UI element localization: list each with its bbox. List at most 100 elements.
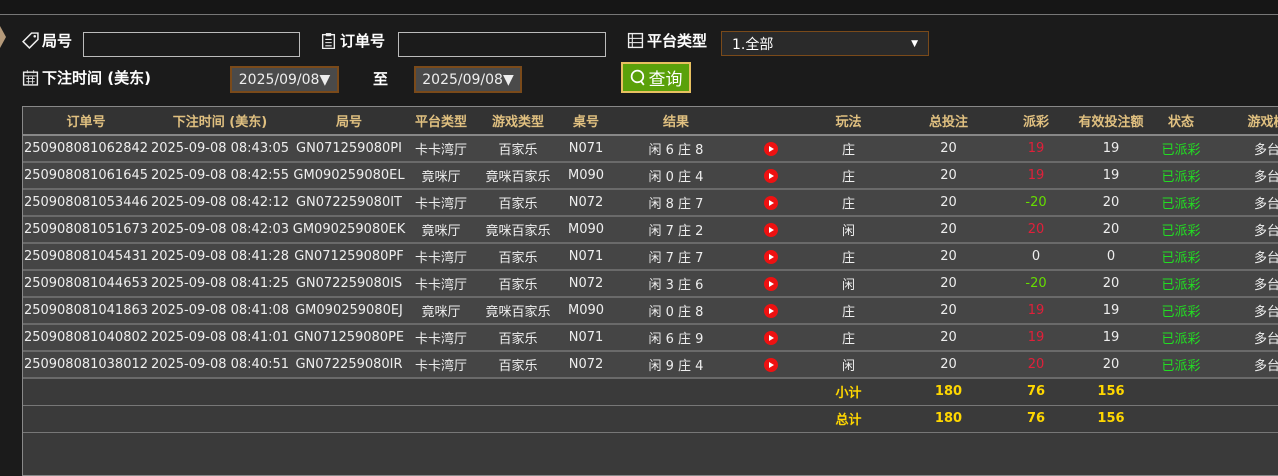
cell-bet-type: 闲: [801, 216, 896, 244]
play-video-icon[interactable]: [764, 222, 778, 237]
cell-bet-type: 庄: [801, 162, 896, 190]
cell-table-no: N072: [561, 270, 611, 298]
cell-round-no: GM090259080EJ: [291, 297, 407, 325]
table-row: 250908081061645 2025-09-08 08:42:55 GM0902…: [23, 162, 1278, 190]
cell-result: 闲 6 庄 8: [611, 135, 741, 163]
column-header: 状态: [1151, 107, 1211, 136]
subtotal-row: 小计 180 76 156: [23, 378, 1278, 406]
cell-bet-type: 庄: [801, 324, 896, 352]
column-header: 游戏类型: [475, 107, 561, 136]
cell-table-no: M090: [561, 297, 611, 325]
to-label-text: 至: [373, 70, 389, 88]
cell-platform: 竟咪厅: [407, 297, 475, 325]
cell-result: 闲 0 庄 8: [611, 297, 741, 325]
cell-valid-bet: 0: [1071, 243, 1151, 271]
cell-result: 闲 6 庄 9: [611, 324, 741, 352]
cell-bet-time: 2025-09-08 08:41:08: [149, 297, 291, 325]
bet-records-table: 订单号 下注时间 (美东) 局号 平台类型 游戏类型 桌号 结果 玩法 总投注 派彩 有效投注额 状态…: [22, 106, 1278, 476]
cell-status: 已派彩: [1151, 270, 1211, 298]
cell-bet-time: 2025-09-08 08:43:05: [149, 135, 291, 163]
cell-bet-type: 闲: [801, 270, 896, 298]
cell-bet-type: 闲: [801, 351, 896, 379]
tag-icon: [22, 32, 39, 49]
table-header: 订单号 下注时间 (美东) 局号 平台类型 游戏类型 桌号 结果 玩法 总投注 派彩 有效投注额 状态…: [23, 107, 1278, 136]
play-video-icon[interactable]: [764, 303, 778, 318]
round-input[interactable]: [83, 32, 300, 57]
cell-result: 闲 7 庄 2: [611, 216, 741, 244]
play-video-icon[interactable]: [764, 195, 778, 210]
table-row: 250908081040802 2025-09-08 08:41:01 GN0712…: [23, 324, 1278, 352]
cell-valid-bet: 19: [1071, 324, 1151, 352]
cell-round-no: GM090259080EK: [291, 216, 407, 244]
replay-cell: [741, 243, 801, 271]
replay-cell: [741, 135, 801, 163]
cell-payout: -20: [1001, 270, 1071, 298]
cell-round-no: GN072259080IR: [291, 351, 407, 379]
cell-game-mode: 多台: [1211, 135, 1278, 163]
cell-round-no: GN071259080PI: [291, 135, 407, 163]
cell-game-type: 竟咪百家乐: [475, 297, 561, 325]
column-header: 结果: [611, 107, 741, 136]
date-to-picker[interactable]: 2025/09/08▼: [414, 66, 522, 93]
cell-bet-time: 2025-09-08 08:42:55: [149, 162, 291, 190]
play-video-icon[interactable]: [764, 276, 778, 291]
cell-result: 闲 9 庄 4: [611, 351, 741, 379]
cell-table-no: N071: [561, 324, 611, 352]
cell-valid-bet: 19: [1071, 297, 1151, 325]
cell-game-type: 百家乐: [475, 135, 561, 163]
cell-platform: 卡卡湾厅: [407, 351, 475, 379]
cell-bet-time: 2025-09-08 08:40:51: [149, 351, 291, 379]
column-header: 总投注: [896, 107, 1001, 136]
cell-game-type: 百家乐: [475, 351, 561, 379]
play-video-icon[interactable]: [764, 357, 778, 372]
column-header: 桌号: [561, 107, 611, 136]
order-input[interactable]: [398, 32, 606, 57]
chevron-down-icon: ▼: [911, 38, 918, 49]
play-video-icon[interactable]: [764, 330, 778, 345]
table-row: 250908081045431 2025-09-08 08:41:28 GN0712…: [23, 243, 1278, 271]
play-video-icon[interactable]: [764, 249, 778, 264]
cell-payout: -20: [1001, 189, 1071, 217]
to-label: 至: [373, 68, 388, 89]
cell-game-mode: 多台: [1211, 297, 1278, 325]
cell-game-type: 百家乐: [475, 189, 561, 217]
cell-game-type: 百家乐: [475, 243, 561, 271]
cell-payout: 20: [1001, 216, 1071, 244]
time-label: 下注时间 (美东): [22, 67, 151, 88]
cell-valid-bet: 20: [1071, 216, 1151, 244]
cell-payout: 20: [1001, 351, 1071, 379]
top-bar: [0, 0, 1278, 15]
cell-payout: 0: [1001, 243, 1071, 271]
cell-result: 闲 3 庄 6: [611, 270, 741, 298]
platform-label: 平台类型: [627, 30, 707, 51]
play-video-icon[interactable]: [764, 141, 778, 156]
cell-game-mode: 多台: [1211, 189, 1278, 217]
table-row: 250908081062842 2025-09-08 08:43:05 GN0712…: [23, 135, 1278, 163]
cell-platform: 卡卡湾厅: [407, 135, 475, 163]
date-from-picker[interactable]: 2025/09/08▼: [230, 66, 339, 93]
list-icon: [627, 32, 644, 49]
cell-payout: 19: [1001, 324, 1071, 352]
platform-select[interactable]: 1.全部 ▼: [721, 31, 929, 56]
cell-valid-bet: 20: [1071, 270, 1151, 298]
cell-total-bet: 20: [896, 270, 1001, 298]
cell-payout: 19: [1001, 297, 1071, 325]
cell-valid-bet: 20: [1071, 351, 1151, 379]
cell-total-bet: 20: [896, 189, 1001, 217]
play-video-icon[interactable]: [764, 168, 778, 183]
cell-total-bet: 20: [896, 135, 1001, 163]
search-icon: [630, 69, 644, 86]
cell-status: 已派彩: [1151, 135, 1211, 163]
cell-order-no: 250908081041863: [23, 297, 149, 325]
replay-cell: [741, 216, 801, 244]
cell-bet-time: 2025-09-08 08:41:28: [149, 243, 291, 271]
empty-cell: [23, 378, 801, 406]
query-button-label: 查询: [648, 70, 683, 90]
total-total-bet: 180: [896, 405, 1001, 433]
cell-status: 已派彩: [1151, 189, 1211, 217]
cell-order-no: 250908081038012: [23, 351, 149, 379]
table-row: 250908081053446 2025-09-08 08:42:12 GN0722…: [23, 189, 1278, 217]
replay-cell: [741, 324, 801, 352]
column-header: 下注时间 (美东): [149, 107, 291, 136]
query-button[interactable]: 查询: [621, 62, 691, 93]
